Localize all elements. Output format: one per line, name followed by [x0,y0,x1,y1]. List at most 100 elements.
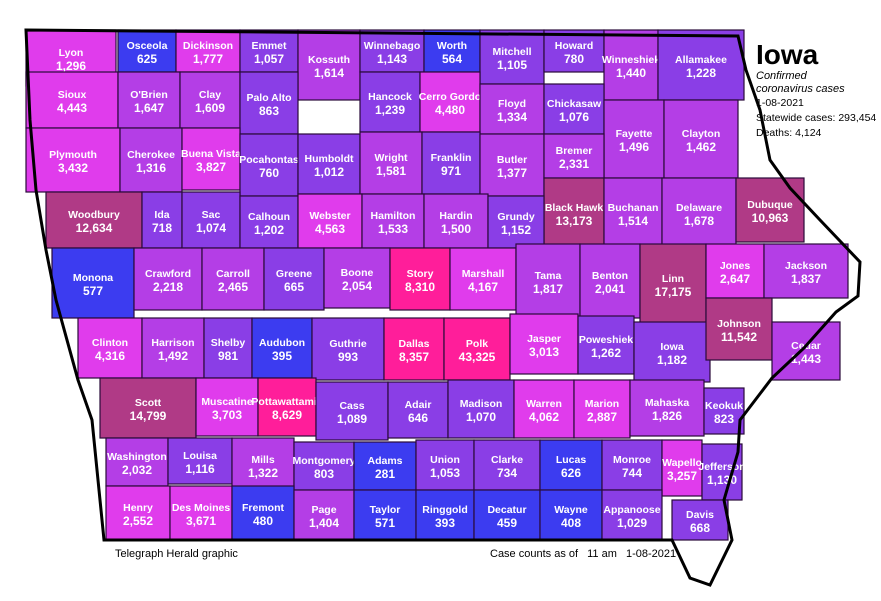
county-name: Keokuk [705,400,743,412]
county-cases: 981 [218,349,238,363]
county-name: Johnson [717,318,761,330]
county-fill [203,317,253,379]
county-cases: 2,647 [720,272,750,286]
county-name: Adams [367,455,402,467]
county-cases: 803 [314,467,334,481]
subtitle-line-1: Confirmed [756,70,807,82]
county-name: Scott [135,397,162,409]
subtitle-line-2: coronavirus cases [756,83,845,95]
county-name: Delaware [676,202,722,214]
county-name: Union [430,454,460,466]
county-cases: 2,887 [587,410,617,424]
county-cases: 2,331 [559,157,589,171]
county-name: Jefferson [698,461,745,473]
county-fill [705,297,773,361]
county-name: Wright [374,152,408,164]
county-cases: 3,432 [58,161,88,175]
county-fill [263,247,325,311]
county-fill [421,131,481,195]
county-name: Dickinson [183,40,233,52]
county-name: Allamakee [675,54,727,66]
deaths-value: 4,124 [795,127,822,139]
county-name: Benton [592,270,628,282]
county-cases: 1,609 [195,101,225,115]
county-cases: 1,377 [497,166,527,180]
county-name: Story [407,268,434,280]
county-cases: 3,671 [186,514,216,528]
statewide-value: 293,454 [838,112,877,124]
county-cases: 408 [561,516,581,530]
county-name: Clarke [491,454,523,466]
county-cases: 1,182 [657,353,687,367]
county-name: Davis [686,509,714,521]
county-fill [169,485,233,541]
county-name: Wayne [554,504,588,516]
county-name: Jasper [527,333,561,345]
county-name: Cerro Gordo [419,91,481,103]
county-name: Montgomery [293,455,356,467]
county-fill [297,29,361,101]
county-name: Mahaska [645,397,690,409]
county-fill [239,195,299,249]
county-name: Monroe [613,454,651,466]
county-fill [389,247,451,311]
county-name: Grundy [497,211,534,223]
county-cases: 668 [690,521,710,535]
county-cases: 863 [259,104,279,118]
county-name: Wapello [662,457,702,469]
county-cases: 1,057 [254,52,284,66]
state-outline [24,28,862,587]
county-fill [601,489,663,541]
county-name: Henry [123,502,153,514]
county-fill [515,243,581,319]
county-fill [45,191,143,249]
county-name: Cherokee [127,149,175,161]
county-cases: 1,837 [791,272,821,286]
county-cases: 1,105 [497,58,527,72]
county-name: Taylor [370,504,401,516]
deaths: Deaths: 4,124 [756,126,878,141]
county-fill [447,379,515,439]
county-name: Louisa [183,450,217,462]
county-cases: 1,070 [466,410,496,424]
statewide-label: Statewide cases: [756,112,836,124]
county-cases: 4,443 [57,101,87,115]
county-name: Pocahontas [239,154,299,166]
county-fill [181,191,241,249]
county-fill [77,317,143,379]
county-name: Harrison [151,337,194,349]
county-cases: 1,777 [193,52,223,66]
county-name: Worth [437,40,467,52]
county-name: Black Hawk [545,202,604,214]
